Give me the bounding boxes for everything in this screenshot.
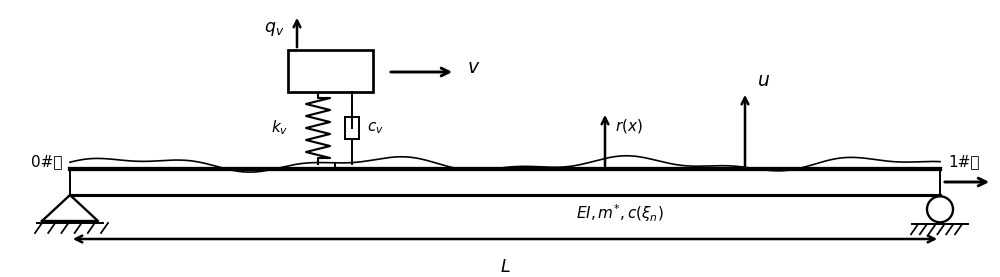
Text: $m_v$: $m_v$	[319, 63, 345, 79]
Bar	[345, 117, 359, 139]
Bar	[70, 169, 940, 195]
Text: 0#台: 0#台	[30, 155, 62, 170]
Text: $q_v$: $q_v$	[264, 20, 284, 38]
Text: $EI, m^{*}, c(\xi_n)$: $EI, m^{*}, c(\xi_n)$	[576, 202, 664, 224]
Text: $r(x)$: $r(x)$	[615, 117, 643, 135]
Text: $u$: $u$	[757, 72, 770, 90]
Text: 1#台: 1#台	[948, 155, 980, 170]
Text: $L$: $L$	[500, 259, 510, 276]
Text: $k_v$: $k_v$	[271, 119, 288, 137]
Text: $c_v$: $c_v$	[367, 120, 384, 136]
Bar	[288, 50, 372, 92]
Text: $v$: $v$	[467, 59, 480, 77]
